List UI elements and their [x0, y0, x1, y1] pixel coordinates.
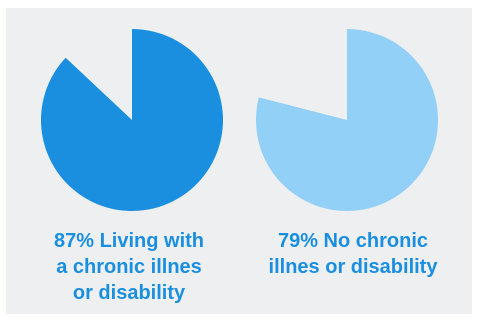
label-no-chronic-illness: 79% No chronic illnes or disability	[243, 228, 463, 280]
label-living-with-chronic-illness: 87% Living with a chronic illnes or disa…	[19, 228, 239, 306]
pie-slice-living-with-chronic-illness	[40, 29, 223, 211]
label-line: illnes or disability	[268, 256, 438, 278]
label-line: 79% No chronic	[277, 230, 429, 252]
label-line: 87% Living with	[53, 230, 205, 252]
pie-charts	[40, 29, 439, 212]
label-line: or disability	[72, 282, 186, 304]
label-line: a chronic illnes	[56, 256, 202, 278]
chart-card: 87% Living with a chronic illnes or disa…	[6, 8, 472, 314]
pie-slice-no-chronic-illness	[256, 29, 439, 212]
